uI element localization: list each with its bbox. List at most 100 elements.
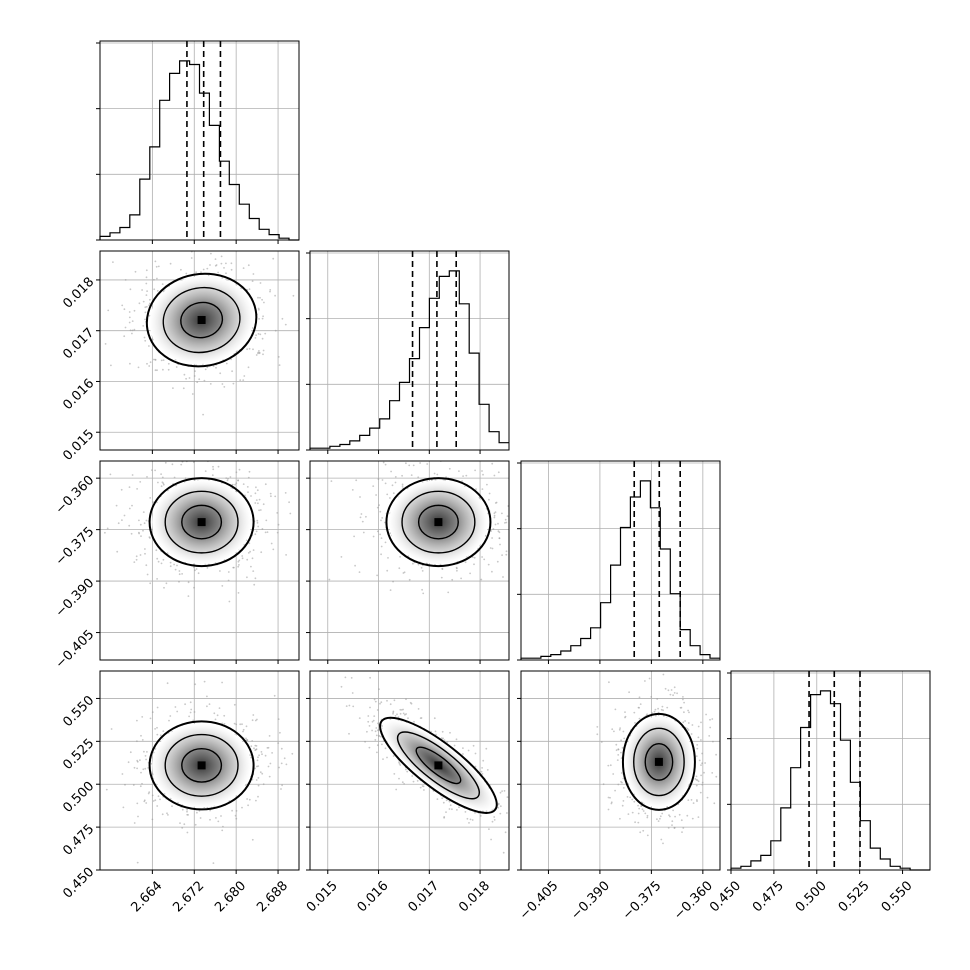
scatter-point [194, 823, 197, 826]
scatter-point [162, 359, 165, 361]
scatter-point [90, 372, 92, 374]
scatter-point [389, 703, 392, 706]
scatter-point [196, 381, 199, 384]
scatter-point [230, 268, 233, 271]
scatter-point [163, 586, 165, 589]
scatter-point [217, 465, 220, 468]
scatter-point [502, 851, 505, 854]
scatter-point [691, 817, 694, 820]
scatter-point [354, 564, 356, 567]
scatter-point [398, 777, 400, 780]
scatter-point [154, 260, 157, 263]
scatter-point [631, 798, 634, 801]
scatter-point [235, 471, 238, 474]
scatter-point [392, 492, 395, 495]
scatter-point [184, 703, 187, 706]
scatter-point [697, 816, 700, 818]
scatter-point [504, 831, 507, 834]
scatter-point [161, 476, 164, 479]
scatter-point [394, 715, 397, 717]
density-panel-0-3-frame [99, 670, 300, 871]
scatter-point [193, 711, 196, 713]
scatter-point [502, 576, 504, 578]
scatter-point [490, 838, 492, 841]
scatter-point [695, 755, 698, 757]
scatter-point [365, 515, 367, 518]
scatter-point [110, 728, 113, 730]
scatter-point [600, 741, 603, 743]
scatter-point [220, 262, 223, 265]
scatter-point [384, 482, 387, 485]
scatter-point [393, 773, 396, 775]
scatter-point [441, 730, 444, 733]
y-tick-label: 0.550 [60, 693, 97, 730]
scatter-point [242, 730, 244, 733]
scatter-point [183, 373, 186, 376]
scatter-point [392, 712, 394, 715]
y-tick-label: 0.500 [60, 779, 97, 816]
scatter-point [200, 456, 202, 458]
scatter-point [237, 479, 240, 482]
scatter-point [237, 560, 240, 563]
scatter-point [389, 589, 392, 591]
scatter-point [245, 737, 247, 740]
scatter-point [178, 580, 180, 583]
scatter-point [384, 463, 387, 466]
scatter-point [493, 819, 496, 821]
scatter-point [499, 791, 502, 794]
scatter-point [205, 456, 207, 458]
scatter-point [129, 751, 132, 754]
scatter-point [617, 748, 620, 751]
y-tick-label: 0.525 [60, 736, 97, 773]
scatter-point [485, 810, 488, 813]
scatter-point [254, 492, 257, 495]
scatter-point [152, 338, 154, 341]
scatter-point [399, 555, 401, 558]
scatter-point [156, 501, 158, 504]
scatter-point [374, 739, 377, 741]
scatter-point [449, 804, 452, 807]
scatter-point [682, 696, 684, 698]
scatter-point [662, 842, 664, 845]
contour-level-1 [396, 731, 480, 800]
scatter-point [142, 325, 145, 327]
scatter-point [497, 522, 499, 525]
scatter-point [171, 805, 173, 808]
scatter-point [256, 522, 259, 524]
scatter-point [259, 509, 262, 511]
x-tick-label: 0.550 [879, 878, 916, 915]
scatter-point [464, 811, 467, 813]
density-panel-0-3 [96, 670, 300, 874]
scatter-point [613, 730, 615, 733]
scatter-point [682, 721, 685, 724]
scatter-point [504, 522, 506, 524]
scatter-point [145, 305, 148, 308]
scatter-point [380, 553, 382, 556]
scatter-point [654, 708, 657, 711]
scatter-point [212, 465, 214, 468]
scatter-point [257, 352, 259, 355]
scatter-point [136, 488, 139, 490]
scatter-point [372, 485, 375, 487]
scatter-point [375, 734, 378, 737]
scatter-point [344, 676, 347, 679]
scatter-point [662, 673, 665, 676]
scatter-point [475, 488, 477, 490]
scatter-point [257, 296, 259, 299]
scatter-point [146, 476, 148, 478]
x-tick-label: 0.450 [707, 878, 744, 915]
scatter-point [254, 744, 257, 747]
scatter-point [238, 468, 241, 471]
scatter-point [206, 705, 208, 708]
scatter-point [678, 813, 681, 816]
scatter-point [198, 456, 200, 458]
scatter-point [262, 783, 265, 786]
scatter-point [149, 582, 152, 585]
scatter-point [131, 320, 134, 322]
scatter-point [162, 730, 165, 732]
scatter-point [448, 800, 451, 803]
scatter-point [155, 265, 158, 268]
scatter-point [474, 765, 477, 768]
scatter-point [225, 477, 228, 479]
scatter-point [218, 707, 221, 709]
